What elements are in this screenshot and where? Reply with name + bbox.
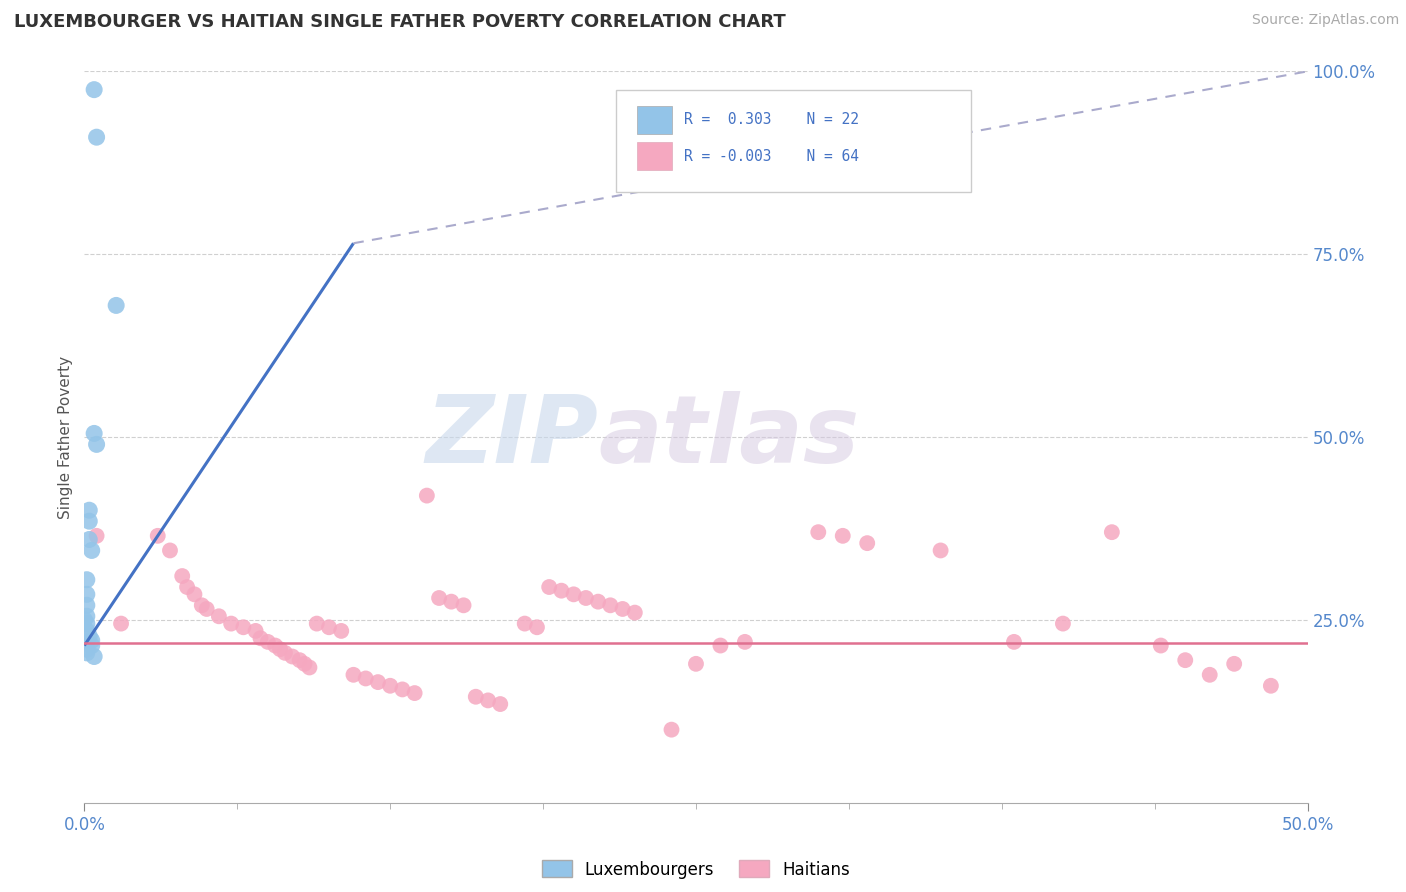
Point	[281, 649, 304, 664]
Point	[76, 599, 98, 613]
Point	[83, 426, 105, 441]
Point	[427, 591, 450, 605]
Point	[77, 533, 100, 547]
Point	[464, 690, 486, 704]
Point	[294, 657, 316, 671]
Point	[1052, 616, 1074, 631]
Point	[83, 83, 105, 97]
Point	[208, 609, 231, 624]
Y-axis label: Single Father Poverty: Single Father Poverty	[58, 356, 73, 518]
Point	[257, 635, 280, 649]
Point	[191, 599, 214, 613]
Point	[83, 649, 105, 664]
Point	[183, 587, 205, 601]
Point	[586, 594, 609, 608]
Point	[685, 657, 707, 671]
Point	[86, 130, 108, 145]
Point	[1174, 653, 1197, 667]
Point	[538, 580, 561, 594]
Point	[298, 660, 321, 674]
Point	[176, 580, 198, 594]
Point	[807, 525, 830, 540]
Text: LUXEMBOURGER VS HAITIAN SINGLE FATHER POVERTY CORRELATION CHART: LUXEMBOURGER VS HAITIAN SINGLE FATHER PO…	[14, 13, 786, 31]
Point	[159, 543, 181, 558]
Point	[1198, 667, 1220, 681]
Point	[1150, 639, 1173, 653]
Point	[709, 639, 731, 653]
Point	[1101, 525, 1123, 540]
Point	[342, 667, 364, 681]
Point	[404, 686, 426, 700]
Point	[105, 298, 128, 312]
Point	[562, 587, 585, 601]
Point	[288, 653, 311, 667]
Point	[453, 599, 475, 613]
Point	[172, 569, 194, 583]
Point	[416, 489, 439, 503]
Point	[624, 606, 647, 620]
Bar	[637, 143, 672, 170]
Point	[489, 697, 512, 711]
Point	[661, 723, 683, 737]
Point	[1002, 635, 1025, 649]
Point	[76, 646, 98, 660]
Point	[76, 573, 98, 587]
Point	[76, 587, 98, 601]
Point	[264, 639, 287, 653]
Legend: Luxembourgers, Haitians: Luxembourgers, Haitians	[541, 861, 851, 879]
Point	[76, 616, 98, 631]
Point	[391, 682, 413, 697]
Point	[232, 620, 254, 634]
Point	[245, 624, 267, 638]
Text: Source: ZipAtlas.com: Source: ZipAtlas.com	[1251, 13, 1399, 28]
Text: ZIP: ZIP	[425, 391, 598, 483]
Point	[526, 620, 548, 634]
Point	[380, 679, 402, 693]
Point	[831, 529, 853, 543]
Point	[77, 629, 100, 643]
Point	[318, 620, 340, 634]
Point	[274, 646, 297, 660]
Point	[575, 591, 598, 605]
FancyBboxPatch shape	[616, 90, 972, 192]
Point	[1260, 679, 1282, 693]
Point	[550, 583, 572, 598]
Point	[110, 616, 132, 631]
Text: atlas: atlas	[598, 391, 859, 483]
Point	[86, 437, 108, 451]
Point	[86, 529, 108, 543]
Point	[856, 536, 879, 550]
Point	[367, 675, 389, 690]
Point	[513, 616, 536, 631]
Point	[305, 616, 328, 631]
Point	[330, 624, 353, 638]
Point	[73, 613, 96, 627]
Point	[80, 543, 103, 558]
Point	[76, 642, 98, 657]
Point	[195, 602, 218, 616]
Point	[929, 543, 952, 558]
Point	[612, 602, 634, 616]
Point	[80, 633, 103, 648]
Point	[146, 529, 169, 543]
Point	[734, 635, 756, 649]
Point	[477, 693, 499, 707]
Point	[77, 503, 100, 517]
Point	[76, 609, 98, 624]
Point	[80, 639, 103, 653]
Text: R = -0.003    N = 64: R = -0.003 N = 64	[683, 149, 859, 164]
Text: R =  0.303    N = 22: R = 0.303 N = 22	[683, 112, 859, 128]
Point	[599, 599, 621, 613]
Bar	[637, 106, 672, 134]
Point	[269, 642, 291, 657]
Point	[249, 632, 271, 646]
Point	[440, 594, 463, 608]
Point	[219, 616, 242, 631]
Point	[354, 672, 377, 686]
Point	[1223, 657, 1246, 671]
Point	[77, 514, 100, 528]
Point	[76, 624, 98, 638]
